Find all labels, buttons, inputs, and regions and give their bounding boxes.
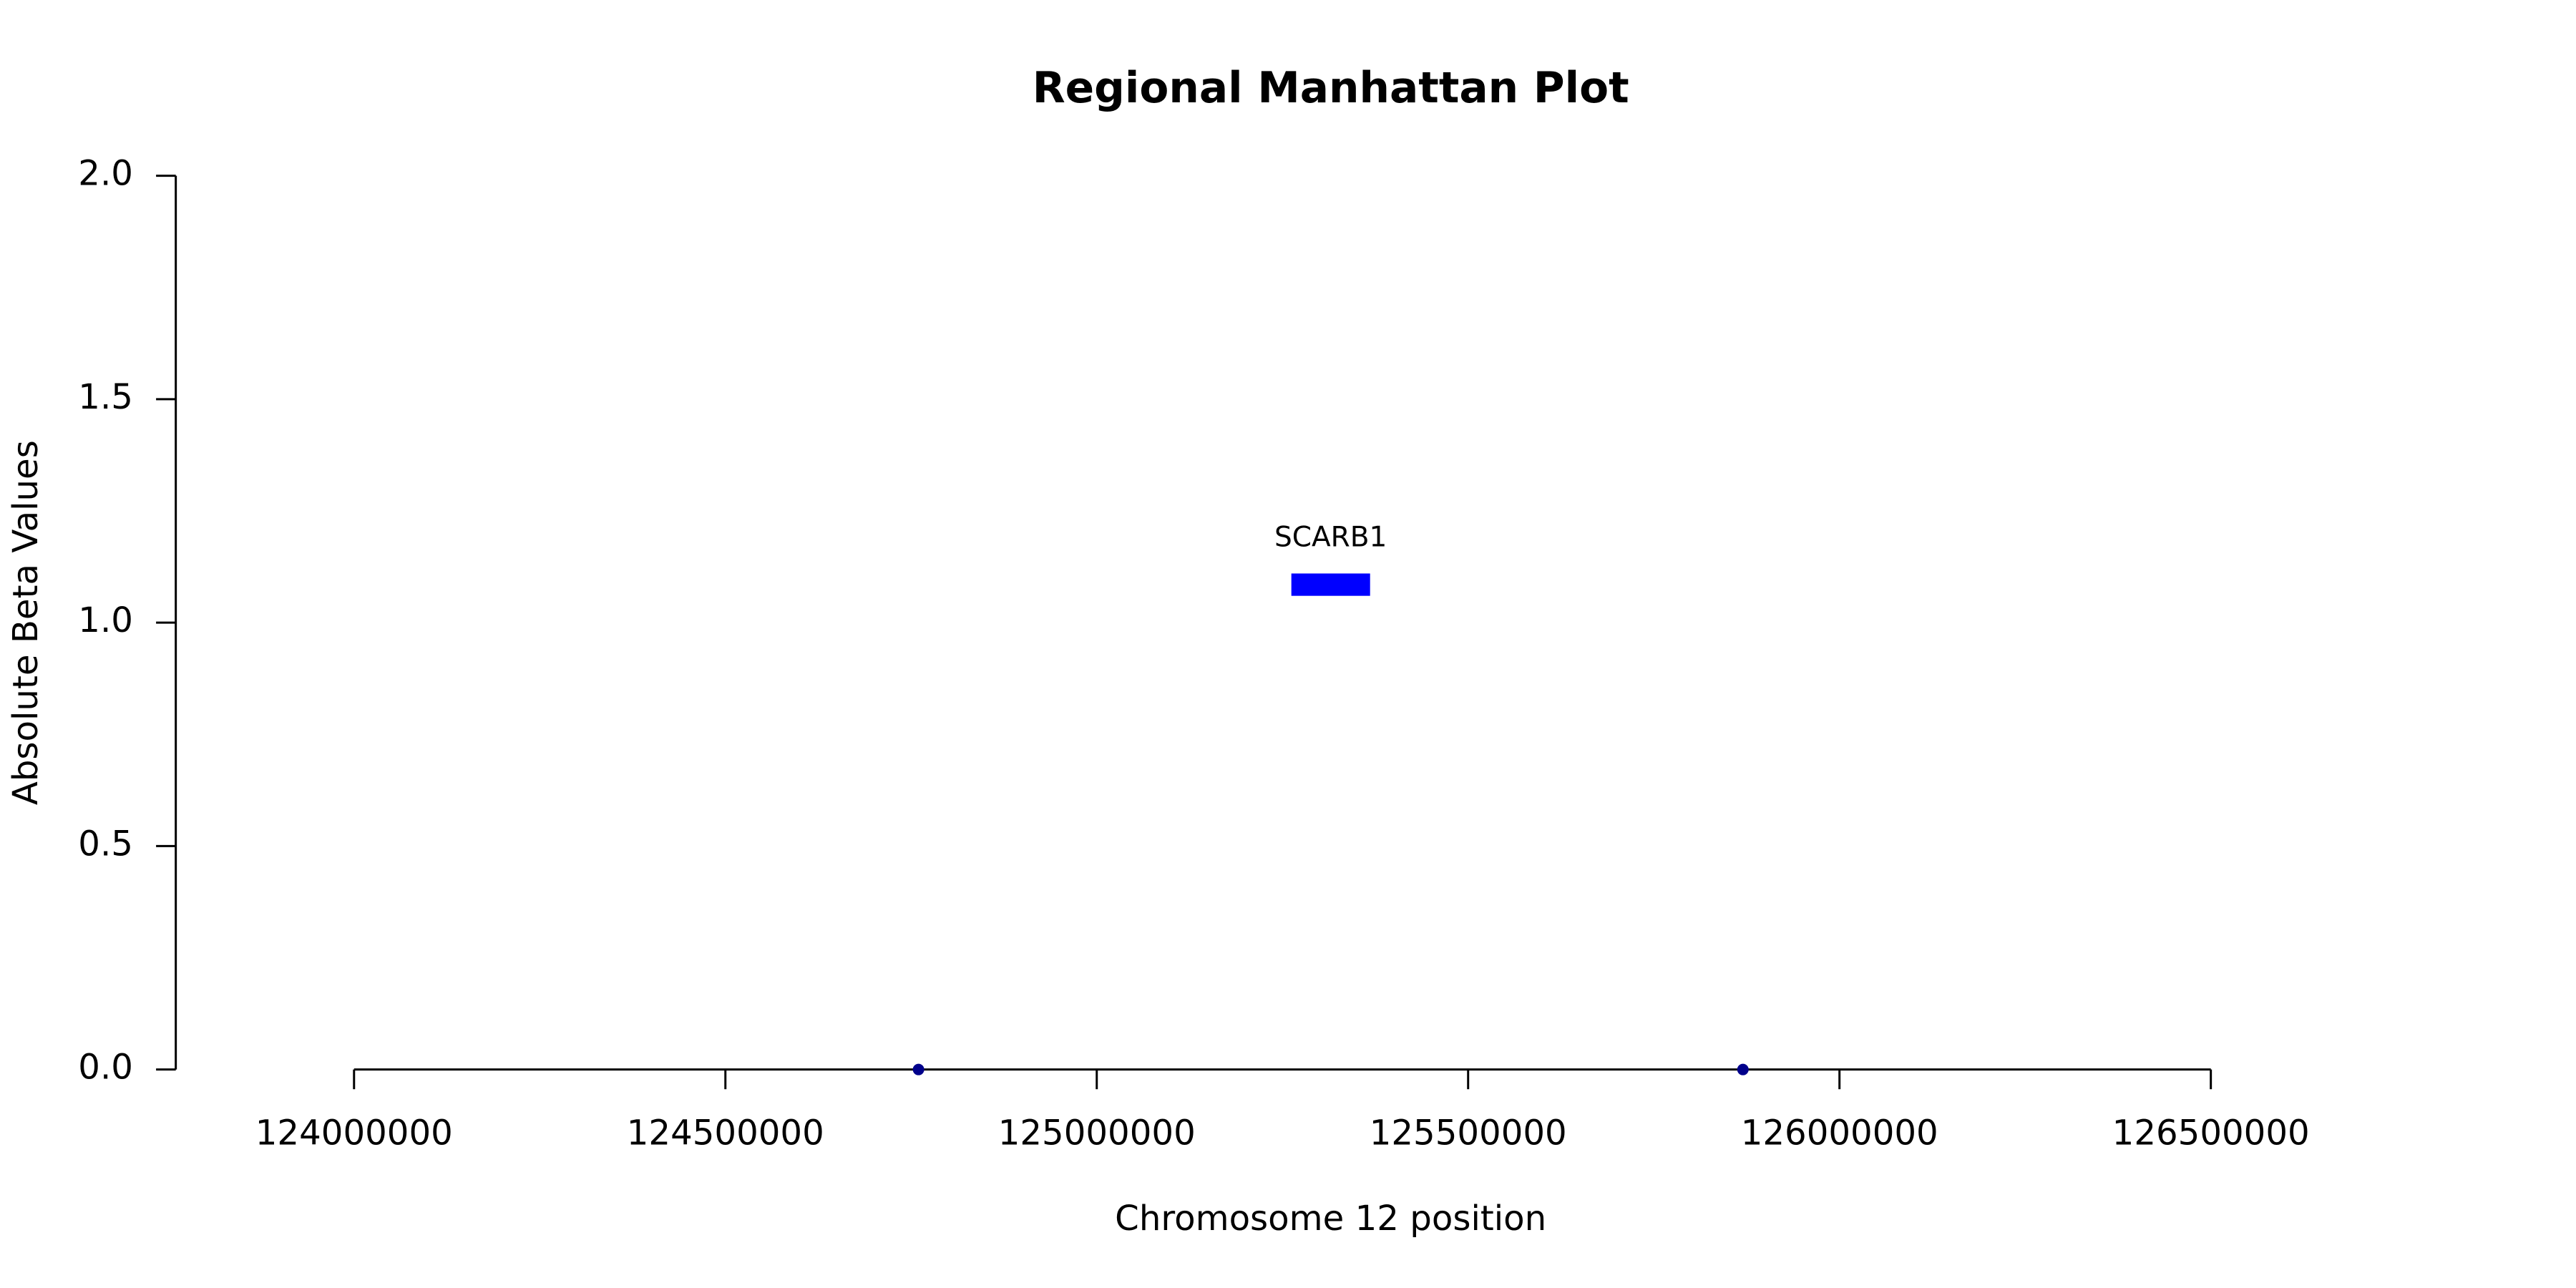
x-tick-label: 124500000 <box>627 1113 824 1153</box>
chart-title: Regional Manhattan Plot <box>1033 64 1629 113</box>
point <box>1737 1063 1749 1075</box>
y-tick-label: 2.0 <box>78 154 133 194</box>
x-tick-label: 124000000 <box>255 1113 453 1153</box>
point <box>912 1063 924 1075</box>
y-tick-label: 0.5 <box>78 824 133 864</box>
y-tick-label: 0.0 <box>78 1048 133 1088</box>
y-tick-label: 1.5 <box>78 377 133 417</box>
x-tick-label: 126000000 <box>1741 1113 1938 1153</box>
y-axis-label: Absolute Beta Values <box>6 440 46 805</box>
x-tick-label: 125500000 <box>1370 1113 1567 1153</box>
gene-label: SCARB1 <box>1274 522 1387 554</box>
x-tick-label: 126500000 <box>2112 1113 2310 1153</box>
x-axis-label: Chromosome 12 position <box>1115 1199 1546 1239</box>
y-tick-label: 1.0 <box>78 600 133 640</box>
x-tick-label: 125000000 <box>998 1113 1196 1153</box>
gene-block <box>1291 573 1370 596</box>
